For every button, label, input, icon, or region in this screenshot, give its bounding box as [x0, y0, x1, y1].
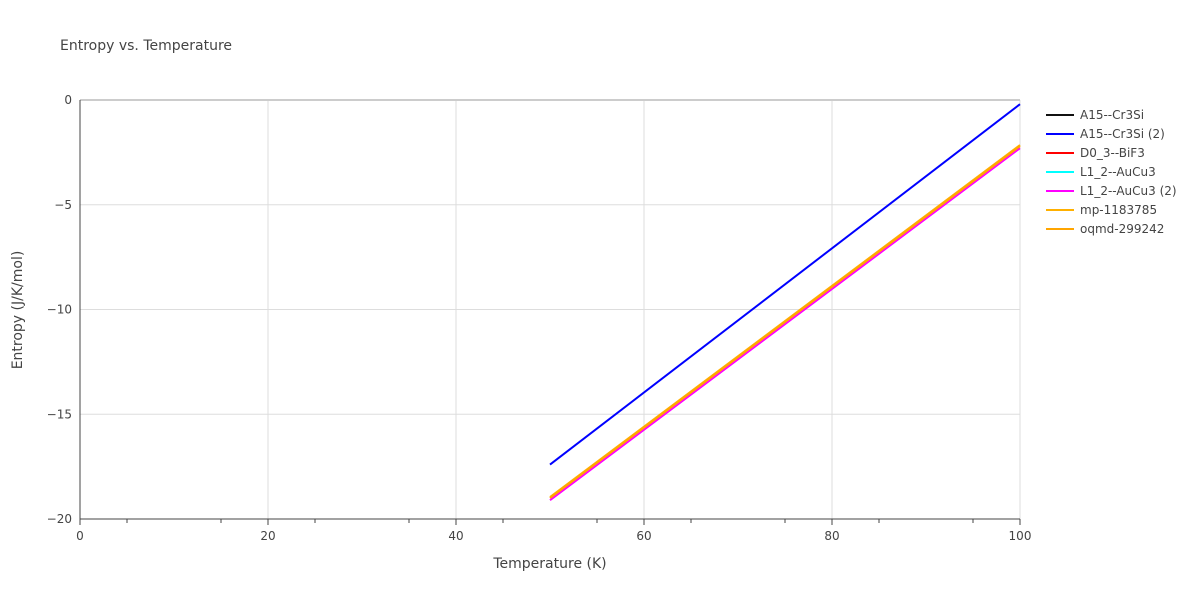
legend-label: A15--Cr3Si	[1080, 108, 1144, 122]
x-tick-label: 80	[824, 529, 839, 543]
y-tick-label: −10	[47, 303, 72, 317]
x-tick-label: 40	[448, 529, 463, 543]
legend-item: mp-1183785	[1046, 203, 1157, 217]
x-tick-label: 60	[636, 529, 651, 543]
legend-label: oqmd-299242	[1080, 222, 1164, 236]
series-line	[549, 103, 1021, 466]
legend-item: D0_3--BiF3	[1046, 146, 1145, 160]
y-axis-title: Entropy (J/K/mol)	[10, 251, 26, 370]
x-tick-label: 20	[260, 529, 275, 543]
x-axis-title: Temperature (K)	[492, 556, 606, 572]
y-tick-label: −20	[47, 512, 72, 526]
legend-item: oqmd-299242	[1046, 222, 1164, 236]
y-tick-label: −5	[54, 198, 72, 212]
legend-item: A15--Cr3Si (2)	[1046, 127, 1165, 141]
legend-label: D0_3--BiF3	[1080, 146, 1145, 160]
legend-label: L1_2--AuCu3	[1080, 165, 1156, 179]
legend-item: L1_2--AuCu3 (2)	[1046, 184, 1177, 198]
x-tick-label: 0	[76, 529, 84, 543]
legend-item: A15--Cr3Si	[1046, 108, 1144, 122]
axes-layer: 0 20 40 60 80 100 0 −5 −10 −15 −20	[47, 93, 1032, 543]
y-tick-label: 0	[64, 93, 72, 107]
legend: A15--Cr3Si A15--Cr3Si (2) D0_3--BiF3 L1_2--…	[1046, 108, 1177, 236]
grid-layer	[80, 99, 1021, 520]
legend-label: L1_2--AuCu3 (2)	[1080, 184, 1177, 198]
chart-title: Entropy vs. Temperature	[60, 38, 232, 54]
y-tick-label: −15	[47, 407, 72, 421]
series-layer	[549, 103, 1021, 501]
legend-label: A15--Cr3Si (2)	[1080, 127, 1165, 141]
series-line	[549, 147, 1021, 501]
series-line	[549, 145, 1021, 499]
legend-label: mp-1183785	[1080, 203, 1157, 217]
x-tick-label: 100	[1009, 529, 1032, 543]
legend-item: L1_2--AuCu3	[1046, 165, 1156, 179]
